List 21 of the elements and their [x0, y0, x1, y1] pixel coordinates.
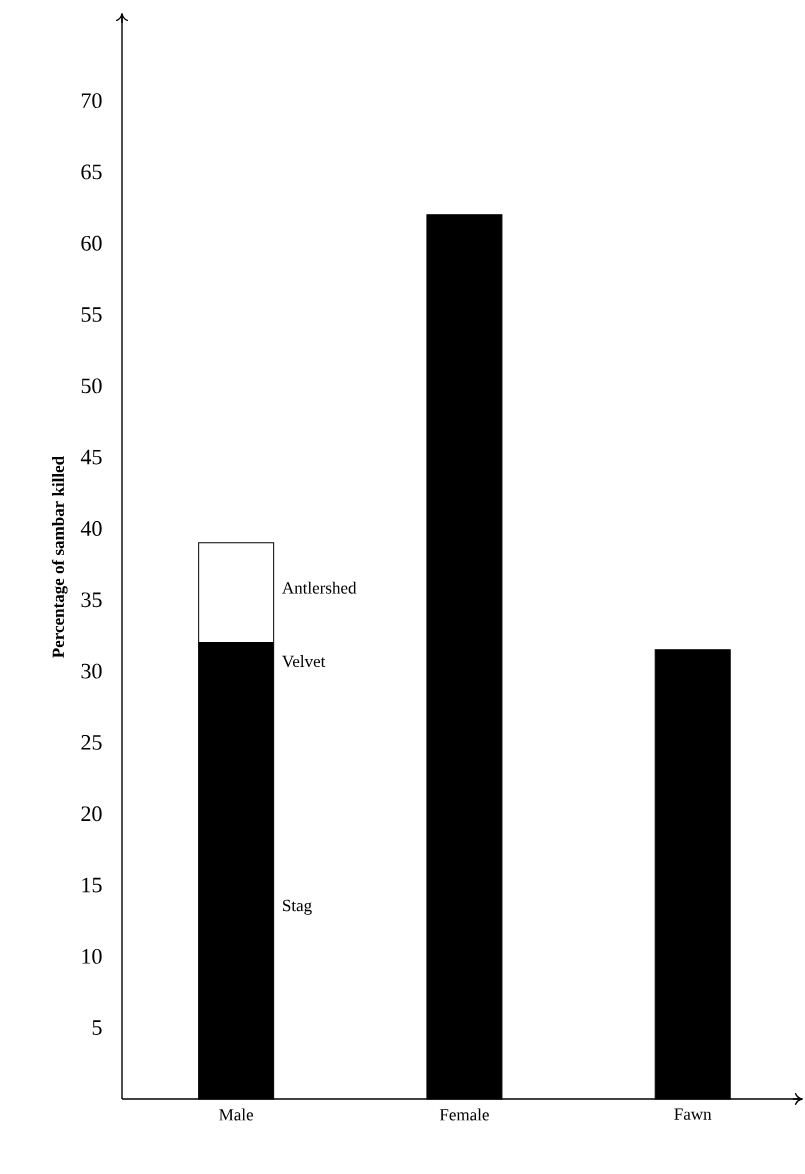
y-axis-title: Percentage of sambar killed [51, 456, 68, 658]
y-tick-label: 30 [81, 663, 102, 679]
y-tick-label: 55 [81, 307, 102, 322]
y-tick-label: 5 [92, 1020, 102, 1035]
y-tick-label: 40 [80, 521, 102, 536]
series-label: Antlershed [282, 581, 357, 594]
y-tick-label: 20 [81, 806, 102, 822]
y-tick-label: 50 [81, 378, 102, 394]
y-tick-label: 35 [81, 592, 102, 608]
y-tick-label: 25 [81, 735, 102, 750]
y-tick-label: 45 [80, 449, 102, 465]
series-label: Stag [283, 899, 312, 915]
y-tick-label: 60 [81, 235, 102, 251]
y-tick-label: 10 [82, 948, 102, 964]
x-tick-label: Female [439, 1108, 489, 1121]
y-tick-label: 70 [81, 93, 102, 109]
x-tick-label: Male [219, 1108, 254, 1121]
y-tick-label: 65 [81, 164, 102, 180]
x-tick-label: Fawn [674, 1108, 712, 1120]
y-tick-label: 15 [82, 877, 102, 893]
annotation: Velvet [282, 655, 326, 668]
